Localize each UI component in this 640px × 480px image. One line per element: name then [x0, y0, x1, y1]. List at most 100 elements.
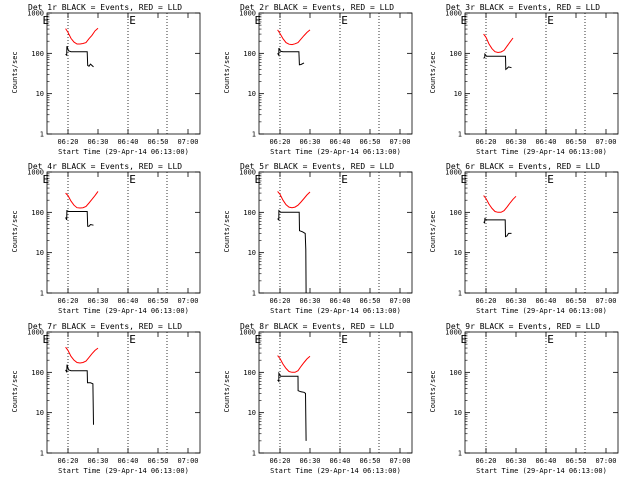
- lld-series-line: [277, 355, 311, 373]
- y-tick-label: 10: [454, 409, 462, 417]
- lld-series-line: [65, 27, 99, 45]
- events-series-line: [483, 217, 512, 238]
- x-tick-label: 06:40: [329, 457, 350, 465]
- events-series-line: [277, 371, 307, 441]
- y-tick-label: 1000: [239, 169, 256, 177]
- y-tick-label: 1: [458, 131, 462, 139]
- y-tick-label: 10: [454, 90, 462, 98]
- y-tick-label: 10: [36, 409, 44, 417]
- y-tick-label: 100: [243, 369, 256, 377]
- x-tick-label: 06:40: [117, 457, 138, 465]
- y-axis-label: Counts/sec: [11, 370, 19, 412]
- y-tick-label: 1000: [27, 10, 44, 18]
- y-tick-label: 1000: [445, 329, 462, 337]
- y-tick-label: 100: [31, 369, 44, 377]
- y-tick-label: 1000: [27, 329, 44, 337]
- e-marker: E: [129, 14, 136, 27]
- lld-series-line: [483, 195, 517, 213]
- x-axis-label: Start Time (29-Apr-14 06:13:00): [476, 307, 607, 315]
- x-axis-label: Start Time (29-Apr-14 06:13:00): [270, 148, 401, 156]
- x-tick-label: 07:00: [595, 297, 616, 305]
- x-tick-label: 07:00: [177, 138, 198, 146]
- events-series-line: [277, 47, 305, 66]
- x-tick-label: 06:20: [57, 297, 78, 305]
- x-tick-label: 07:00: [595, 138, 616, 146]
- x-tick-label: 06:30: [87, 457, 108, 465]
- e-marker: E: [341, 14, 348, 27]
- x-tick-label: 07:00: [389, 297, 410, 305]
- detector-panel-1: Det 1r BLACK = Events, RED = LLD Counts/s…: [11, 3, 201, 156]
- events-series-line: [65, 364, 94, 425]
- x-tick-label: 06:40: [329, 297, 350, 305]
- x-axis-label: Start Time (29-Apr-14 06:13:00): [58, 467, 189, 475]
- detector-panel-7: Det 7r BLACK = Events, RED = LLD Counts/s…: [11, 322, 201, 475]
- lld-series-line: [65, 191, 99, 209]
- y-axis-label: Counts/sec: [429, 210, 437, 252]
- y-axis-label: Counts/sec: [429, 51, 437, 93]
- detector-panel-8: Det 8r BLACK = Events, RED = LLD Counts/s…: [223, 322, 413, 475]
- y-tick-label: 1000: [27, 169, 44, 177]
- x-axis-label: Start Time (29-Apr-14 06:13:00): [58, 307, 189, 315]
- y-tick-label: 1: [252, 450, 256, 458]
- y-tick-label: 1: [252, 290, 256, 298]
- y-tick-label: 100: [243, 50, 256, 58]
- y-tick-label: 10: [248, 90, 256, 98]
- panel-title: Det 8r BLACK = Events, RED = LLD: [240, 322, 394, 331]
- y-tick-label: 100: [31, 50, 44, 58]
- x-tick-label: 06:40: [535, 138, 556, 146]
- e-marker: E: [129, 173, 136, 186]
- panel-title: Det 1r BLACK = Events, RED = LLD: [28, 3, 182, 12]
- y-tick-label: 1000: [445, 10, 462, 18]
- lld-series-line: [65, 346, 99, 364]
- panel-title: Det 4r BLACK = Events, RED = LLD: [28, 162, 182, 171]
- events-series-line: [65, 46, 94, 68]
- x-axis-label: Start Time (29-Apr-14 06:13:00): [476, 467, 607, 475]
- plot-frame: [464, 171, 619, 294]
- events-series-line: [277, 209, 307, 294]
- x-tick-label: 06:40: [117, 297, 138, 305]
- detector-panel-3: Det 3r BLACK = Events, RED = LLD Counts/s…: [429, 3, 619, 156]
- y-tick-label: 1000: [239, 10, 256, 18]
- x-tick-label: 06:20: [269, 138, 290, 146]
- panel-title: Det 5r BLACK = Events, RED = LLD: [240, 162, 394, 171]
- x-tick-label: 07:00: [389, 457, 410, 465]
- y-axis-label: Counts/sec: [429, 370, 437, 412]
- e-marker: E: [43, 173, 50, 186]
- x-tick-label: 07:00: [389, 138, 410, 146]
- plot-frame: [46, 12, 201, 135]
- panel-title: Det 2r BLACK = Events, RED = LLD: [240, 3, 394, 12]
- x-tick-label: 06:50: [565, 138, 586, 146]
- e-marker: E: [43, 14, 50, 27]
- e-marker: E: [461, 333, 468, 346]
- e-marker: E: [129, 333, 136, 346]
- x-tick-label: 06:20: [475, 297, 496, 305]
- plot-frame: [464, 12, 619, 135]
- x-tick-label: 06:40: [535, 297, 556, 305]
- plot-frame: [46, 171, 201, 294]
- y-axis-label: Counts/sec: [223, 370, 231, 412]
- x-tick-label: 06:50: [147, 457, 168, 465]
- lld-series-line: [277, 29, 311, 46]
- x-tick-label: 06:50: [565, 297, 586, 305]
- e-marker: E: [341, 173, 348, 186]
- y-tick-label: 100: [449, 209, 462, 217]
- y-tick-label: 1: [252, 131, 256, 139]
- lld-series-line: [277, 191, 311, 209]
- x-tick-label: 06:20: [57, 138, 78, 146]
- x-tick-label: 06:30: [299, 457, 320, 465]
- y-axis-label: Counts/sec: [223, 210, 231, 252]
- y-tick-label: 1: [40, 290, 44, 298]
- x-tick-label: 06:40: [117, 138, 138, 146]
- x-tick-label: 06:30: [299, 138, 320, 146]
- e-marker: E: [255, 333, 262, 346]
- y-tick-label: 100: [243, 209, 256, 217]
- e-marker: E: [461, 173, 468, 186]
- x-tick-label: 06:50: [147, 297, 168, 305]
- x-tick-label: 06:50: [359, 138, 380, 146]
- detector-panel-6: Det 6r BLACK = Events, RED = LLD Counts/s…: [429, 162, 619, 315]
- events-series-line: [483, 52, 512, 71]
- panel-title: Det 6r BLACK = Events, RED = LLD: [446, 162, 600, 171]
- y-tick-label: 1000: [445, 169, 462, 177]
- x-tick-label: 06:50: [359, 297, 380, 305]
